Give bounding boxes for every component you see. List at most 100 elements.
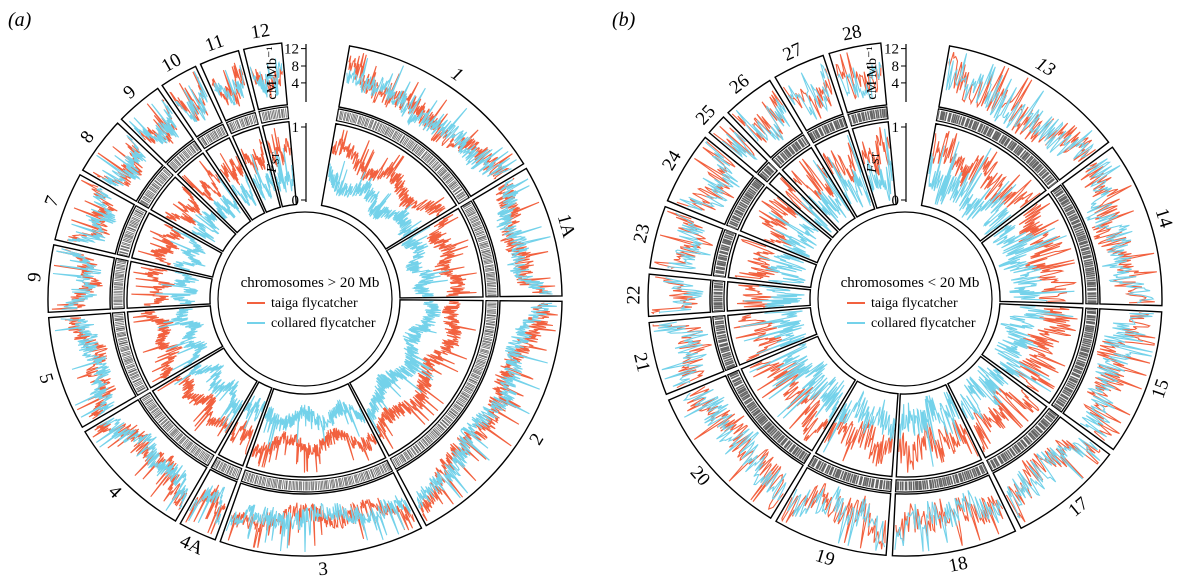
taiga-recombination-line (249, 67, 283, 98)
marker-ticks (198, 125, 228, 148)
recombination-track-frame (666, 136, 755, 226)
chromosome-label: 15 (1148, 376, 1174, 401)
chromosome-label: 8 (76, 127, 99, 147)
recombination-track-frame (47, 243, 116, 314)
legend-entry: collared flycatcher (871, 316, 976, 331)
chromosome-sector: 12 (242, 20, 298, 208)
collared-recombination-line (679, 141, 740, 211)
recombination-tick-label: 4 (892, 76, 900, 92)
collared-recombination-line (249, 58, 283, 98)
collared-fst-line (263, 399, 366, 449)
recombination-tick-label: 8 (892, 59, 900, 75)
panel-letter: (a) (8, 9, 32, 31)
marker-ticks (808, 117, 847, 142)
fst-axis-label: FST (265, 152, 282, 173)
taiga-fst-line (229, 420, 254, 455)
chromosome-label: 11 (202, 31, 226, 57)
chromosome-label: 4 (104, 481, 126, 503)
marker-ticks (168, 142, 200, 172)
collared-recombination-line (1006, 437, 1101, 519)
marker-ticks (1052, 186, 1097, 304)
marker-ticks (391, 300, 497, 468)
chromosome-label: 27 (780, 39, 806, 66)
collared-fst-line (328, 160, 422, 239)
collared-fst-line (170, 228, 206, 271)
collared-recombination-line (346, 57, 517, 177)
collared-recombination-line (128, 99, 180, 145)
collared-recombination-line (188, 485, 226, 525)
panel-letter: (b) (612, 9, 636, 31)
taiga-recombination-line (169, 71, 209, 122)
chromosome-sector: 9 (119, 81, 252, 234)
taiga-recombination-line (652, 324, 712, 389)
collared-recombination-line (96, 134, 147, 187)
collared-recombination-line (68, 187, 117, 243)
chromosome-label: 5 (34, 371, 57, 386)
collared-fst-line (928, 141, 1017, 235)
chromosome-sector: 10 (158, 49, 266, 221)
fst-tick-label: 1 (892, 120, 900, 136)
chromosome-sector: 4 (84, 347, 259, 522)
collared-fst-line (744, 285, 805, 308)
collared-recombination-line (174, 71, 208, 123)
chromosome-sector: 17 (946, 355, 1111, 530)
chromosome-sector: 23 (630, 205, 818, 289)
marker-ticks (212, 458, 242, 479)
collared-fst-line (828, 135, 872, 208)
marker-ticks (139, 167, 172, 207)
marker-ticks (227, 113, 258, 133)
chromosome-label: 23 (630, 222, 655, 246)
recombination-track-frame (179, 468, 238, 541)
chromosome-sector: 7 (41, 173, 223, 278)
chromosome-sector: 15 (981, 303, 1174, 451)
marker-ticks (113, 259, 127, 309)
collared-fst-line (191, 211, 220, 243)
recombination-axis-label: cM Mb⁻¹ (265, 46, 280, 99)
collared-recombination-line (52, 248, 102, 311)
taiga-fst-line (219, 153, 244, 186)
fst-tick-label: 0 (292, 193, 300, 209)
chromosome-label: 7 (41, 193, 64, 209)
collared-recombination-line (95, 417, 189, 511)
collared-recombination-line (722, 131, 758, 160)
collared-recombination-line (658, 277, 704, 314)
fst-label-sub: ST (871, 152, 882, 164)
collared-fst-line (274, 147, 294, 193)
taiga-fst-line (132, 311, 184, 383)
taiga-fst-line (931, 130, 1041, 209)
marker-ticks (936, 110, 1057, 188)
recombination-track-frame (647, 273, 712, 318)
chromosome-label: 9 (24, 272, 46, 283)
taiga-recombination-line (654, 210, 713, 269)
taiga-recombination-line (948, 51, 1096, 162)
collared-recombination-line (416, 302, 557, 509)
collared-recombination-line (1079, 312, 1154, 438)
center-circle (217, 211, 393, 387)
legend-entry: taiga flycatcher (271, 296, 358, 311)
collared-fst-line (243, 395, 266, 430)
chromosome-label: 3 (318, 559, 329, 581)
recombination-track-frame (648, 316, 725, 396)
marker-ticks (713, 280, 724, 312)
marker-band-frame (1050, 307, 1099, 413)
marker-ticks (336, 110, 468, 204)
taiga-fst-line (749, 361, 829, 442)
collared-recombination-line (54, 318, 115, 418)
chromosome-label: 28 (841, 21, 864, 45)
chromosome-sector: 14 (980, 146, 1177, 307)
marker-ticks (729, 371, 810, 463)
marker-ticks (1053, 308, 1097, 411)
marker-ticks (141, 393, 214, 465)
taiga-fst-line (898, 419, 979, 473)
collared-recombination-line (1084, 158, 1155, 304)
collared-recombination-line (945, 53, 1094, 160)
fst-label-sub: ST (271, 152, 282, 164)
marker-ticks (118, 206, 146, 257)
marker-ticks (895, 463, 988, 491)
marker-ticks (462, 202, 497, 297)
collared-fst-line (822, 390, 896, 453)
collared-fst-line (994, 306, 1074, 393)
legend-entry: taiga flycatcher (871, 296, 958, 311)
